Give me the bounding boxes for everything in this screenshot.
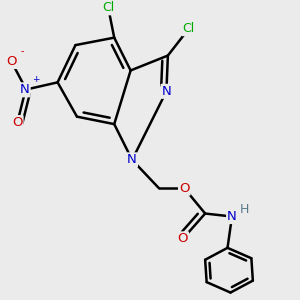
Text: H: H (240, 202, 249, 216)
Text: +: + (32, 75, 40, 84)
Text: O: O (179, 182, 190, 195)
Text: N: N (227, 210, 237, 223)
Text: Cl: Cl (102, 1, 114, 14)
Text: N: N (161, 85, 171, 98)
Text: O: O (178, 232, 188, 245)
Text: O: O (6, 55, 16, 68)
Text: N: N (20, 83, 30, 96)
Text: -: - (20, 46, 24, 56)
Text: N: N (127, 153, 137, 167)
Text: O: O (12, 116, 22, 129)
Text: Cl: Cl (183, 22, 195, 35)
